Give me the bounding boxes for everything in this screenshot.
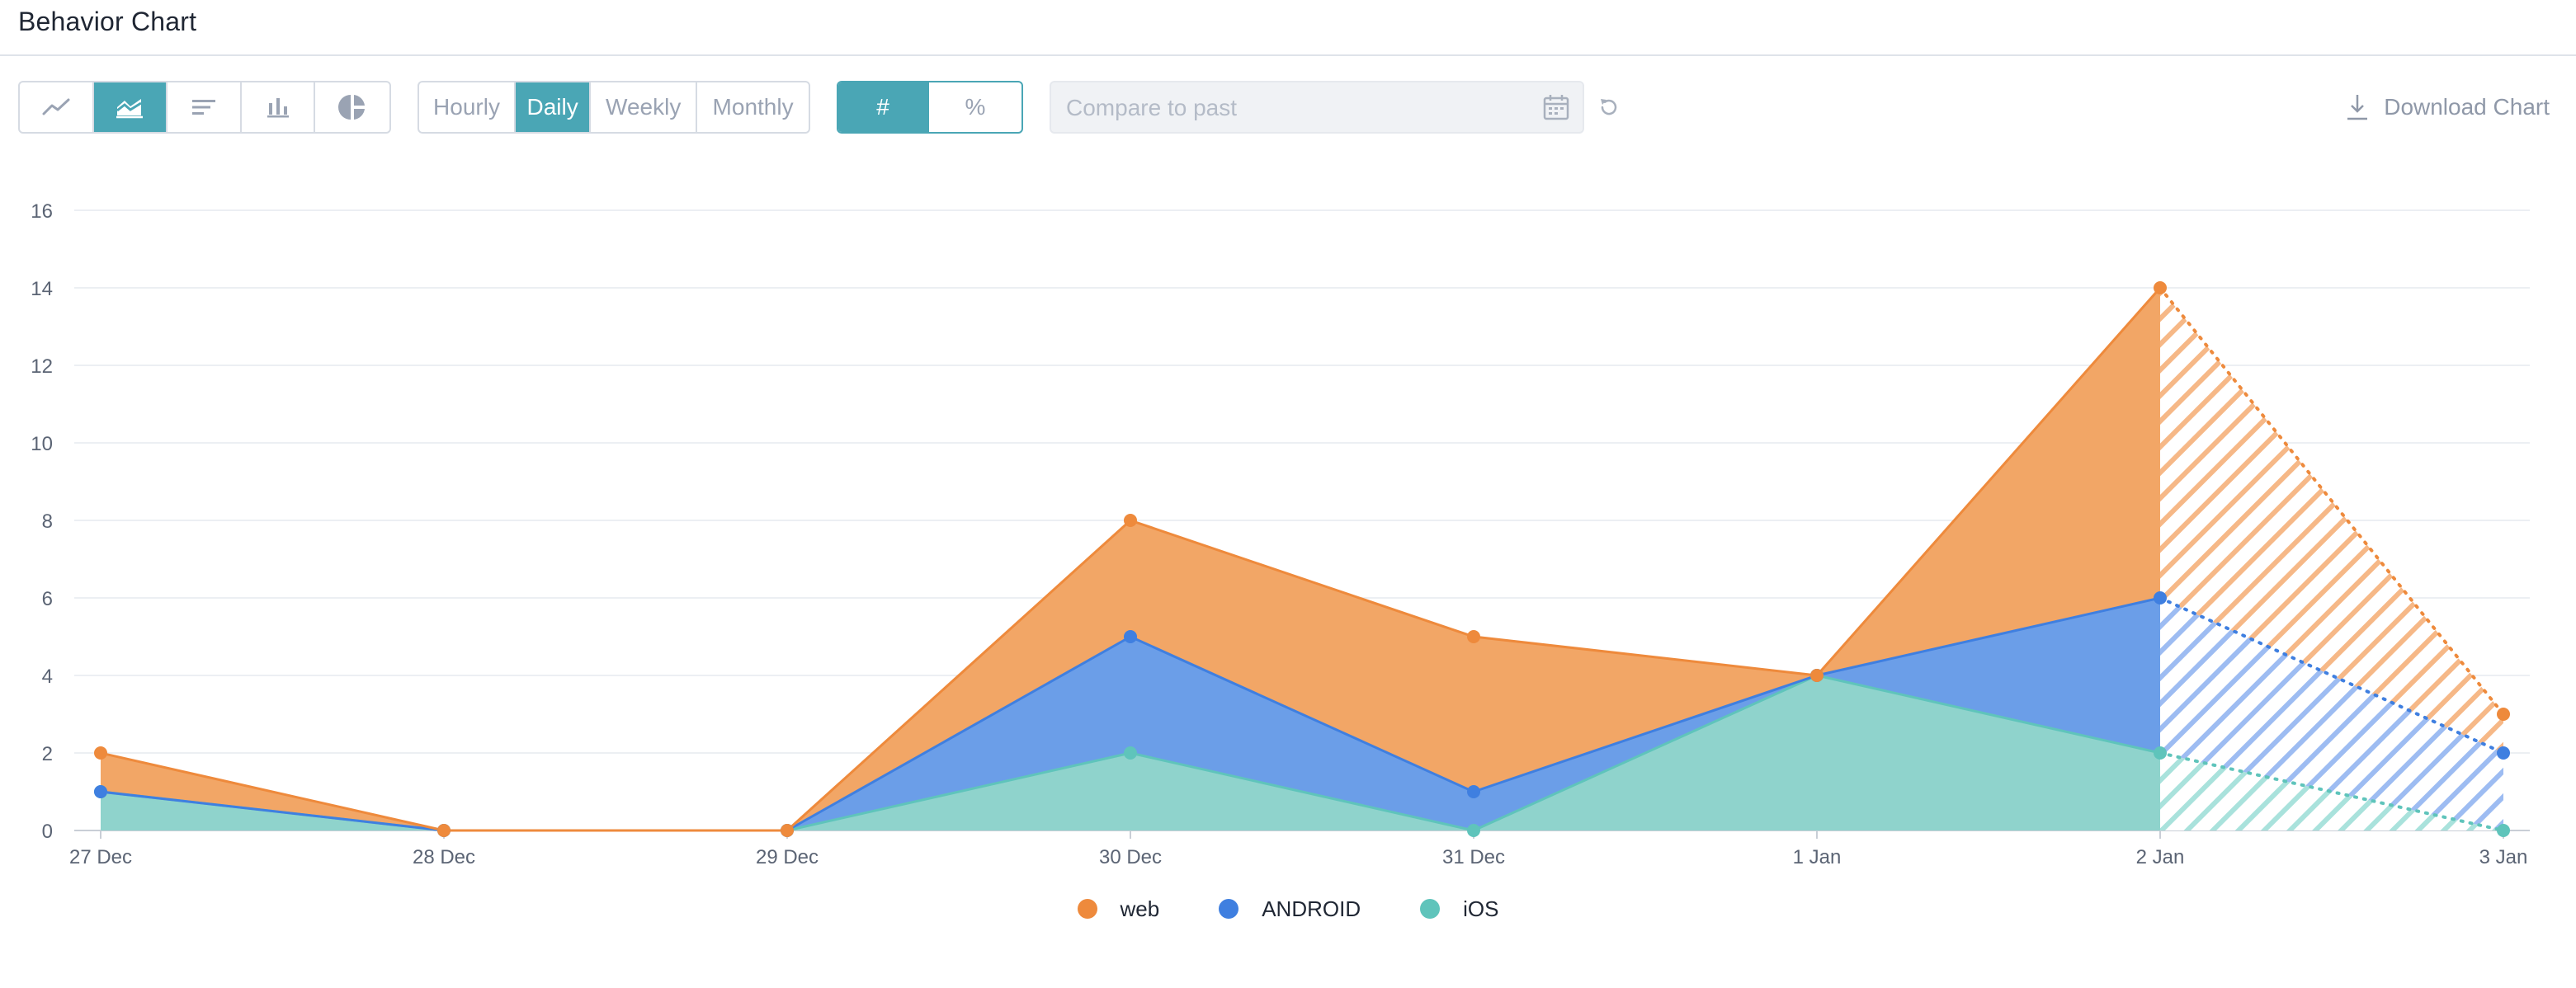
point-ios[interactable] <box>2154 746 2167 760</box>
line-incomplete-ios <box>2158 751 2505 832</box>
chart-legend: web ANDROID iOS <box>0 892 2576 925</box>
compare-field <box>1050 81 1584 134</box>
legend-dot-ios <box>1420 899 1441 919</box>
point-ios[interactable] <box>2497 824 2510 837</box>
point-web[interactable] <box>2497 708 2510 721</box>
area-chart-icon <box>116 99 144 119</box>
area-incomplete-android <box>2160 598 2503 830</box>
line-incomplete-android <box>2158 596 2505 755</box>
point-web[interactable] <box>94 746 107 760</box>
unit-percent-button[interactable]: % <box>965 94 986 120</box>
area-android <box>101 598 2160 830</box>
legend-item-web[interactable]: web <box>1077 896 1160 922</box>
point-android[interactable] <box>2154 591 2167 605</box>
y-tick-label: 10 <box>31 433 53 455</box>
y-tick-label: 8 <box>42 510 53 533</box>
period-monthly-button[interactable]: Monthly <box>712 94 794 120</box>
point-layer <box>94 281 2510 837</box>
y-tick-label: 14 <box>31 278 53 300</box>
bar-chart-button[interactable] <box>242 82 316 132</box>
y-tick-label: 4 <box>42 666 53 688</box>
x-tick-label: 2 Jan <box>2136 846 2185 868</box>
legend-item-ios[interactable]: iOS <box>1420 896 1498 922</box>
legend-item-android[interactable]: ANDROID <box>1219 896 1361 922</box>
point-android[interactable] <box>94 785 107 798</box>
point-web[interactable] <box>1810 669 1823 682</box>
line-chart-icon <box>42 98 70 115</box>
legend-label-ios: iOS <box>1463 896 1499 921</box>
header: Behavior Chart <box>0 0 2576 56</box>
x-tick-label: 1 Jan <box>1793 846 1842 868</box>
download-icon <box>2347 95 2368 120</box>
point-web[interactable] <box>437 824 451 837</box>
point-ios[interactable] <box>1467 824 1480 837</box>
period-hourly-button[interactable]: Hourly <box>419 82 517 132</box>
area-chart-button[interactable] <box>93 82 168 132</box>
point-android[interactable] <box>1467 785 1480 798</box>
point-android[interactable] <box>1124 630 1137 643</box>
y-tick-label: 16 <box>31 200 53 223</box>
x-tick-label: 3 Jan <box>2479 846 2528 868</box>
legend-label-web: web <box>1120 896 1160 921</box>
compare-input[interactable] <box>1064 89 1513 127</box>
area-incomplete-web <box>2160 288 2503 753</box>
unit-group: # % <box>837 81 1023 134</box>
area-web <box>101 288 2160 830</box>
line-chart-button[interactable] <box>20 82 94 132</box>
behavior-area-chart: 0 2 4 6 8 10 12 14 16 27 Dec 28 Dec 29 Dec 30 Dec 31 … <box>31 200 2530 868</box>
download-chart-label: Download Chart <box>2384 94 2550 120</box>
calendar-icon[interactable] <box>1543 94 1569 120</box>
x-tick-label: 30 Dec <box>1099 846 1162 868</box>
x-tick-label: 29 Dec <box>756 846 819 868</box>
horizontal-bar-icon <box>192 100 216 115</box>
point-android[interactable] <box>2497 746 2510 760</box>
label-layer: 0 2 4 6 8 10 12 14 16 27 Dec 28 Dec 29 Dec 30 Dec 31 … <box>31 200 2527 868</box>
unit-count-button[interactable]: # <box>838 82 929 132</box>
point-web[interactable] <box>1124 514 1137 527</box>
point-web[interactable] <box>1467 630 1480 643</box>
chart-type-group <box>18 81 391 134</box>
page-title: Behavior Chart <box>18 7 197 36</box>
x-tick-label: 28 Dec <box>413 846 475 868</box>
bar-chart-icon <box>267 98 289 118</box>
y-tick-label: 6 <box>42 588 53 610</box>
legend-dot-web <box>1077 899 1097 919</box>
reset-icon[interactable] <box>1597 96 1621 119</box>
line-incomplete-web <box>2158 286 2505 716</box>
period-group: Hourly Daily Weekly Monthly <box>418 81 810 134</box>
y-tick-label: 2 <box>42 743 53 765</box>
download-chart-button[interactable]: Download Chart <box>2346 91 2550 124</box>
chart-area: 0 2 4 6 8 10 12 14 16 27 Dec 28 Dec 29 Dec 30 Dec 31 … <box>0 165 2576 957</box>
x-tick-label: 31 Dec <box>1442 846 1505 868</box>
y-tick-label: 12 <box>31 355 53 378</box>
pie-chart-button[interactable] <box>315 82 389 132</box>
legend-label-android: ANDROID <box>1262 896 1361 921</box>
pie-chart-icon <box>338 95 366 120</box>
point-web[interactable] <box>2154 281 2167 294</box>
point-ios[interactable] <box>1124 746 1137 760</box>
horizontal-bar-button[interactable] <box>167 82 242 132</box>
chart-toolbar: Hourly Daily Weekly Monthly # % <box>0 81 2576 137</box>
period-daily-button[interactable]: Daily <box>516 82 592 132</box>
y-tick-label: 0 <box>42 821 53 843</box>
x-tick-label: 27 Dec <box>69 846 132 868</box>
legend-dot-android <box>1219 899 1239 919</box>
period-weekly-button[interactable]: Weekly <box>591 82 698 132</box>
point-web[interactable] <box>781 824 794 837</box>
